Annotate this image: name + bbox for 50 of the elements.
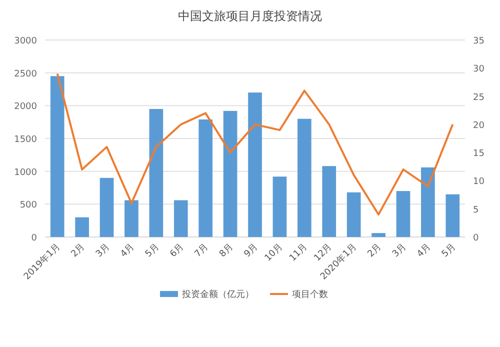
y2-tick-label: 5 [473, 205, 479, 216]
y-tick-label: 500 [20, 200, 38, 211]
legend-label: 项目个数 [292, 289, 328, 300]
x-tick-label: 3月 [390, 242, 408, 260]
y-tick-label: 3000 [14, 36, 38, 46]
chart-title: 中国文旅项目月度投资情况 [178, 9, 322, 23]
bar [75, 217, 89, 237]
x-tick-label: 4月 [416, 242, 434, 260]
y2-tick-label: 25 [473, 92, 484, 103]
x-tick-label: 4月 [119, 242, 137, 260]
bar [174, 200, 188, 237]
y-tick-label: 1500 [14, 135, 38, 145]
y-tick-label: 1000 [14, 168, 38, 178]
bar [248, 92, 262, 237]
y2-tick-label: 30 [473, 64, 485, 75]
bar [346, 192, 361, 237]
bar [421, 167, 435, 237]
y-tick-label: 2500 [14, 69, 38, 80]
bar [297, 118, 312, 237]
legend-label: 投资金额（亿元） [181, 289, 254, 300]
bar [223, 110, 238, 237]
bar [396, 191, 410, 237]
bar [124, 200, 138, 237]
bar [50, 76, 64, 237]
x-tick-label: 5月 [440, 242, 458, 260]
x-tick-label: 2月 [366, 242, 384, 260]
y-tick-label: 0 [31, 234, 38, 244]
x-tick-label: 10月 [263, 242, 285, 264]
line-series [56, 72, 454, 216]
y2-tick-label: 0 [473, 234, 479, 244]
x-tick-label: 3月 [94, 242, 112, 260]
x-tick-label: 9月 [242, 242, 260, 260]
bar [272, 176, 287, 237]
bar [322, 166, 336, 237]
x-tick-label: 7月 [193, 242, 211, 260]
x-tick-label: 2月 [70, 242, 88, 260]
y2-tick-label: 10 [473, 177, 485, 188]
x-tick-label: 5月 [144, 242, 162, 260]
y2-tick-label: 35 [473, 36, 484, 46]
x-tick-label: 11月 [288, 242, 310, 264]
bar [149, 108, 164, 237]
y2-tick-label: 20 [473, 120, 485, 131]
bar [372, 233, 386, 237]
x-tick-label: 6月 [168, 242, 186, 260]
bar [100, 178, 114, 237]
bar [198, 119, 213, 237]
y2-tick-label: 15 [473, 149, 484, 160]
y-tick-label: 2000 [14, 102, 38, 112]
bar [446, 194, 460, 237]
x-tick-label: 8月 [218, 242, 236, 260]
